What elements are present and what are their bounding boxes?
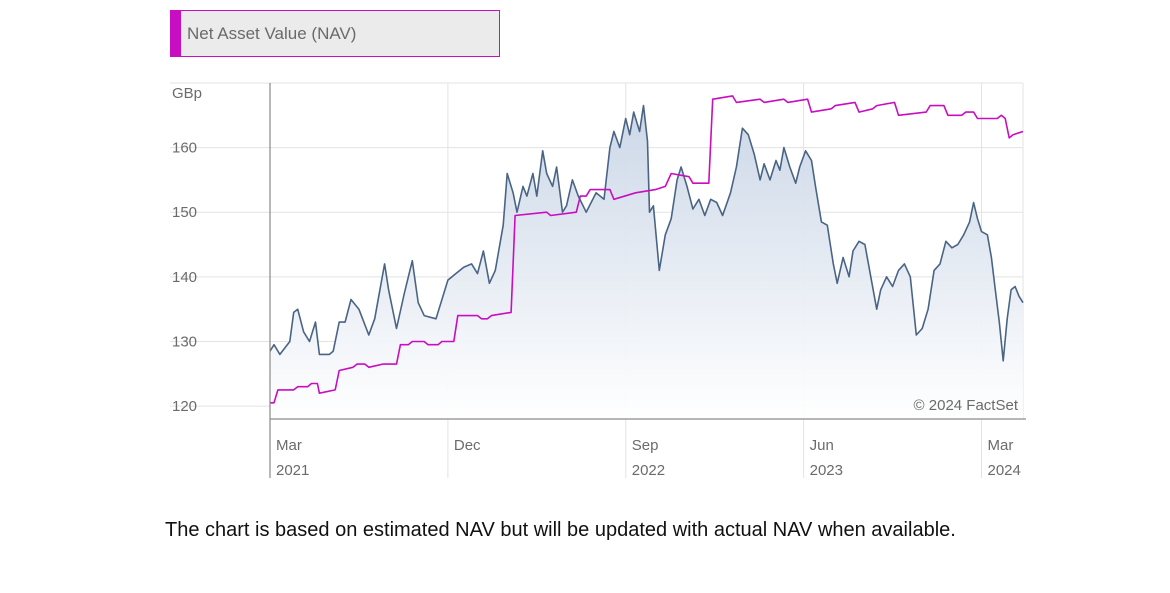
- nav-line: [270, 95, 1024, 404]
- legend-label-nav: Net Asset Value (NAV): [187, 24, 357, 43]
- y-tick-label-130: 130: [172, 333, 197, 350]
- chart-footnote: The chart is based on estimated NAV but …: [165, 519, 956, 541]
- area-layer: [270, 105, 1023, 419]
- share-price-area: [270, 105, 1023, 419]
- y-tick-label-150: 150: [172, 204, 197, 221]
- labels-layer: 120 130 140 150 160 GBp Mar 2021 Dec Sep 2022 Jun 20…: [172, 85, 1021, 479]
- x-tick-sublabel-3: 2023: [810, 462, 843, 479]
- chart-credit: © 2024 FactSet: [914, 397, 1019, 414]
- x-tick-sublabel-4: 2024: [987, 462, 1020, 479]
- x-tick-label-3: Jun: [810, 437, 834, 454]
- y-tick-label-120: 120: [172, 398, 197, 415]
- x-tick-label-2: Sep: [632, 437, 659, 454]
- axes-layer: [269, 83, 1026, 478]
- legend-swatch-nav: [171, 11, 181, 56]
- y-tick-label-160: 160: [172, 140, 197, 157]
- price-chart[interactable]: 120 130 140 150 160 GBp Mar 2021 Dec Sep 2022 Jun 20…: [0, 0, 1170, 500]
- y-axis-unit-label: GBp: [172, 85, 202, 102]
- lines-layer: [269, 95, 1024, 404]
- x-tick-sublabel-0: 2021: [276, 462, 309, 479]
- share-price-line: [269, 104, 1024, 362]
- legend-box[interactable]: Net Asset Value (NAV): [170, 10, 500, 57]
- x-tick-sublabel-2: 2022: [632, 462, 665, 479]
- x-tick-label-0: Mar: [276, 437, 302, 454]
- y-tick-label-140: 140: [172, 269, 197, 286]
- x-tick-label-1: Dec: [454, 437, 481, 454]
- x-tick-label-4: Mar: [987, 437, 1013, 454]
